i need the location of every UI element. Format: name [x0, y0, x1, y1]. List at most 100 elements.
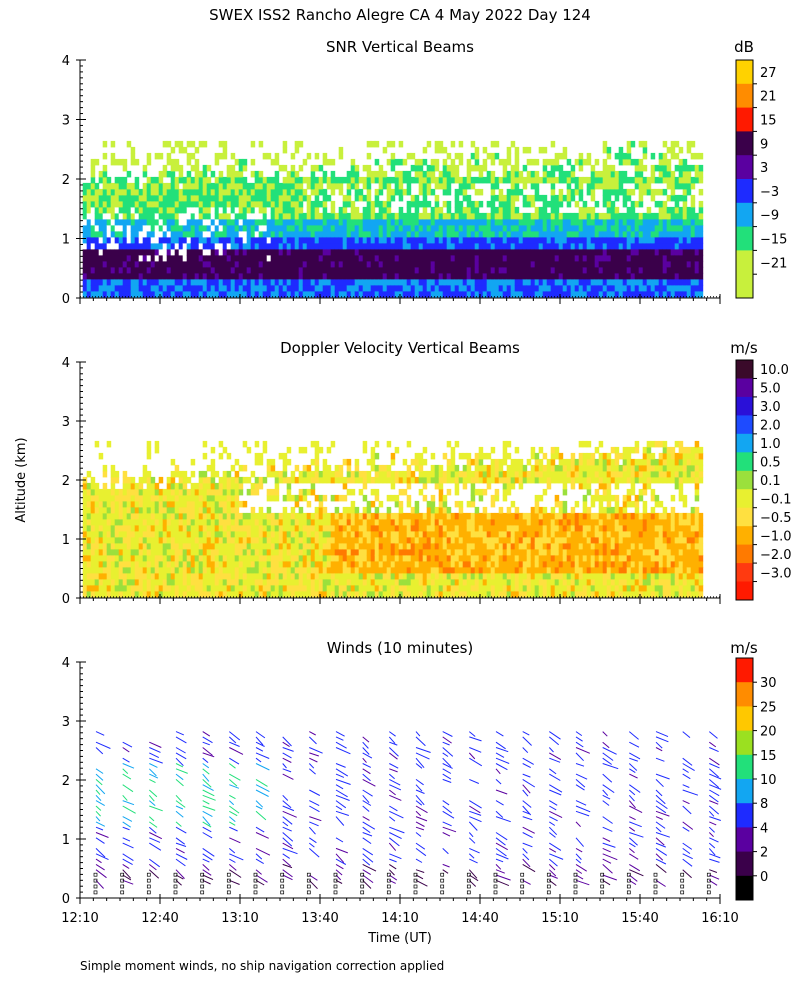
doppler-cell [111, 525, 116, 532]
snr-cell [127, 279, 132, 286]
snr-cell [595, 177, 600, 184]
doppler-cell [383, 555, 388, 562]
snr-cell [675, 267, 680, 274]
snr-cell [311, 177, 316, 184]
snr-cell [423, 195, 428, 202]
snr-cell [627, 255, 632, 262]
snr-cell [515, 177, 520, 184]
snr-cell [611, 213, 616, 220]
snr-cell [535, 171, 540, 178]
snr-cell [499, 255, 504, 262]
doppler-cell [319, 543, 324, 550]
doppler-cell [367, 537, 372, 544]
snr-cell [603, 261, 608, 268]
snr-cell [131, 231, 136, 238]
snr-cell [503, 261, 508, 268]
snr-cell [639, 195, 644, 202]
snr-cell [179, 279, 184, 286]
snr-cell [375, 261, 380, 268]
snr-cell [607, 201, 612, 208]
snr-cell [427, 219, 432, 226]
snr-cell [99, 267, 104, 274]
snr-cell [415, 219, 420, 226]
doppler-cell [247, 579, 252, 586]
snr-cell [395, 237, 400, 244]
doppler-cell [123, 477, 128, 484]
doppler-cell [239, 555, 244, 562]
snr-cell [511, 261, 516, 268]
snr-cell [671, 243, 676, 250]
snr-cell [323, 207, 328, 214]
snr-cell [115, 237, 120, 244]
snr-cell [303, 249, 308, 256]
snr-cell [83, 201, 88, 208]
snr-cell [591, 231, 596, 238]
snr-cell [495, 195, 500, 202]
snr-cell [479, 171, 484, 178]
snr-cell [635, 273, 640, 280]
snr-cell [319, 201, 324, 208]
snr-colorbar-label: −21 [760, 256, 787, 271]
snr-cell [495, 291, 500, 298]
snr-cell [687, 285, 692, 292]
snr-cell [187, 141, 192, 148]
snr-cell [687, 189, 692, 196]
snr-cell [243, 273, 248, 280]
snr-cell [255, 237, 260, 244]
doppler-cell [275, 531, 280, 538]
snr-cell [339, 255, 344, 262]
snr-cell [635, 279, 640, 286]
doppler-cell [327, 519, 332, 526]
doppler-cell [315, 519, 320, 526]
snr-cell [171, 261, 176, 268]
snr-cell [551, 261, 556, 268]
doppler-cell [359, 579, 364, 586]
doppler-cell [203, 573, 208, 580]
snr-cell [511, 285, 516, 292]
snr-cell [587, 273, 592, 280]
snr-cell [199, 177, 204, 184]
snr-cell [595, 279, 600, 286]
snr-cell [539, 279, 544, 286]
snr-cell [419, 189, 424, 196]
snr-cell [195, 147, 200, 154]
snr-cell [331, 231, 336, 238]
snr-cell [159, 249, 164, 256]
doppler-cell [327, 471, 332, 478]
snr-cell [527, 285, 532, 292]
doppler-cell [139, 579, 144, 586]
doppler-cell [203, 561, 208, 568]
snr-cell [407, 177, 412, 184]
doppler-cell [343, 459, 348, 466]
snr-cell [115, 243, 120, 250]
snr-cell [379, 255, 384, 262]
snr-cell [131, 255, 136, 262]
snr-cell [699, 201, 704, 208]
snr-cell [575, 273, 580, 280]
doppler-cell [259, 573, 264, 580]
snr-cell [175, 177, 180, 184]
snr-cell [639, 255, 644, 262]
snr-cell [339, 261, 344, 268]
snr-cell [667, 237, 672, 244]
doppler-cell [395, 561, 400, 568]
snr-cell [287, 219, 292, 226]
snr-cell [331, 171, 336, 178]
snr-cell [103, 177, 108, 184]
snr-cell [431, 225, 436, 232]
snr-cell [307, 273, 312, 280]
snr-cell [163, 249, 168, 256]
snr-cell [515, 261, 520, 268]
snr-cell [383, 279, 388, 286]
snr-cell [299, 231, 304, 238]
doppler-cell [95, 483, 100, 490]
snr-cell [247, 261, 252, 268]
doppler-cell [399, 531, 404, 538]
doppler-cell [291, 573, 296, 580]
snr-cell [679, 159, 684, 166]
snr-cell [515, 183, 520, 190]
snr-cell [259, 195, 264, 202]
snr-cell [411, 273, 416, 280]
snr-cell [159, 195, 164, 202]
snr-cell [307, 285, 312, 292]
